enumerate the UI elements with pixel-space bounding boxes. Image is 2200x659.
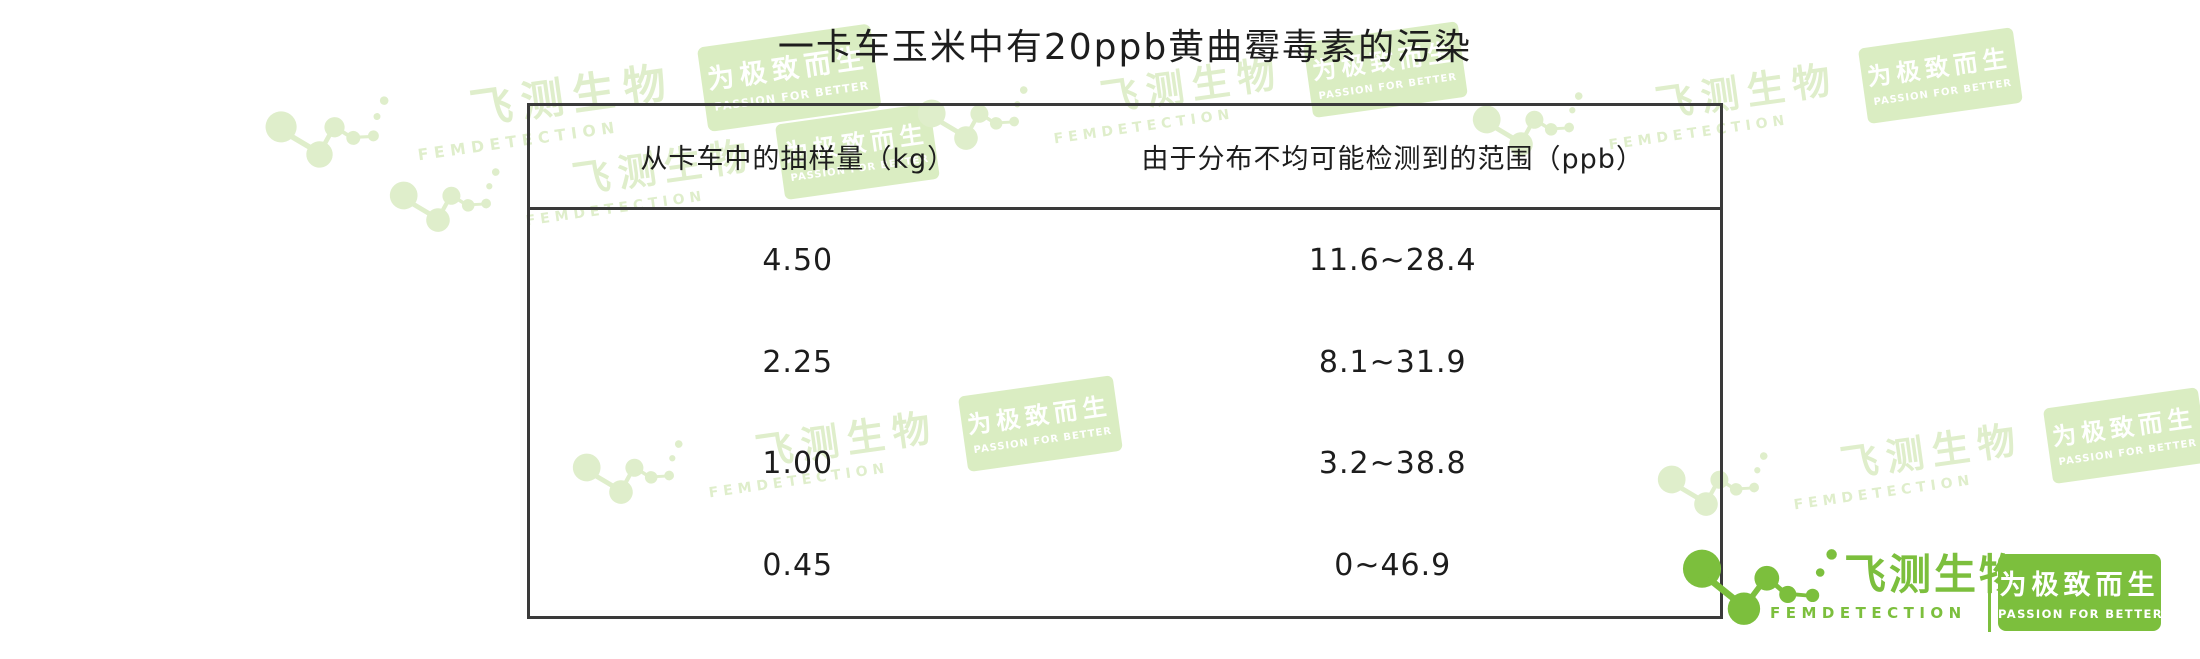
molecule-icon: [1682, 549, 1837, 625]
watermark-cluster: 飞测生物 FEMDETECTION 为极致而生 PASSION FOR BETT…: [1469, 22, 2024, 183]
logo-divider: [1988, 556, 1991, 632]
brand-logo: 飞测生物 FEMDETECTION 为极致而生 PASSION FOR BETT…: [1682, 528, 2162, 656]
molecule-icon: [917, 86, 1028, 150]
table-header-row: 从卡车中的抽样量（kg） 由于分布不均可能检测到的范围（ppb）: [530, 106, 1720, 210]
logo-brand-cn: 飞测生物: [1844, 550, 2025, 599]
molecule-icon: [572, 440, 683, 504]
logo-slogan-badge: 为极致而生 PASSION FOR BETTER: [1998, 554, 2163, 631]
cell-sample-amount: 4.50: [762, 243, 834, 279]
molecule-icon: [389, 168, 500, 232]
cell-detected-range: 3.2~38.8: [1318, 446, 1467, 482]
cell-detected-range: 0~46.9: [1334, 547, 1452, 583]
table-row: 0.45 0~46.9: [530, 515, 1720, 617]
page-title: 一卡车玉米中有20ppb黄曲霉毒素的污染: [777, 27, 1473, 68]
watermark-molecule-icon: [569, 430, 698, 532]
watermark-slogan-badge: 为极致而生 PASSION FOR BETTER: [2042, 387, 2200, 485]
molecule-icon: [1657, 452, 1768, 516]
watermark-slogan-badge: 为极致而生 PASSION FOR BETTER: [1857, 27, 2023, 125]
watermark-cluster: 飞测生物 FEMDETECTION 为极致而生 PASSION FOR BETT…: [569, 370, 1124, 531]
watermark-molecule-icon: [914, 76, 1043, 178]
molecule-icon: [1472, 92, 1583, 156]
watermark-molecule-icon: [386, 158, 515, 260]
watermark-molecule-icon: [1654, 442, 1783, 544]
logo-slogan-cn: 为极致而生: [1999, 570, 2160, 601]
col-header-detected-range: 由于分布不均可能检测到的范围（ppb）: [1141, 144, 1644, 175]
watermark-brand-text: 飞测生物 FEMDETECTION: [1787, 417, 2029, 513]
table-row: 4.50 11.6~28.4: [530, 210, 1720, 312]
cell-detected-range: 11.6~28.4: [1308, 243, 1477, 279]
cell-sample-amount: 0.45: [762, 547, 834, 583]
watermark-cluster: 飞测生物 FEMDETECTION 为极致而生 PASSION FOR BETT…: [1654, 382, 2200, 543]
table-row: 2.25 8.1~31.9: [530, 312, 1720, 414]
cell-sample-amount: 1.00: [762, 446, 834, 482]
col-header-sample-amount: 从卡车中的抽样量（kg）: [640, 144, 956, 175]
watermark-cluster: 飞测生物 FEMDETECTION 为极致而生 PASSION FOR BETT…: [914, 16, 1469, 177]
cell-sample-amount: 2.25: [762, 344, 834, 380]
table-body: 4.50 11.6~28.4 2.25 8.1~31.9 1.00 3.2~38.8 0.4…: [530, 210, 1720, 616]
aflatoxin-sampling-table: 从卡车中的抽样量（kg） 由于分布不均可能检测到的范围（ppb） 4.50 11.…: [527, 103, 1723, 619]
logo-slogan-en: PASSION FOR BETTER: [1998, 607, 2163, 621]
watermark-molecule-icon: [1469, 82, 1598, 184]
cell-detected-range: 8.1~31.9: [1318, 344, 1467, 380]
watermark-cluster: 飞测生物 FEMDETECTION 为极致而生 PASSION FOR BETT…: [386, 98, 941, 259]
watermark-cluster: 飞测生物 FEMDETECTION 为极致而生 PASSION FOR BETT…: [261, 18, 882, 199]
table-row: 1.00 3.2~38.8: [530, 413, 1720, 515]
logo-brand-en: FEMDETECTION: [1770, 604, 1967, 622]
watermark-molecule-icon: [261, 85, 405, 199]
molecule-icon: [265, 96, 389, 168]
